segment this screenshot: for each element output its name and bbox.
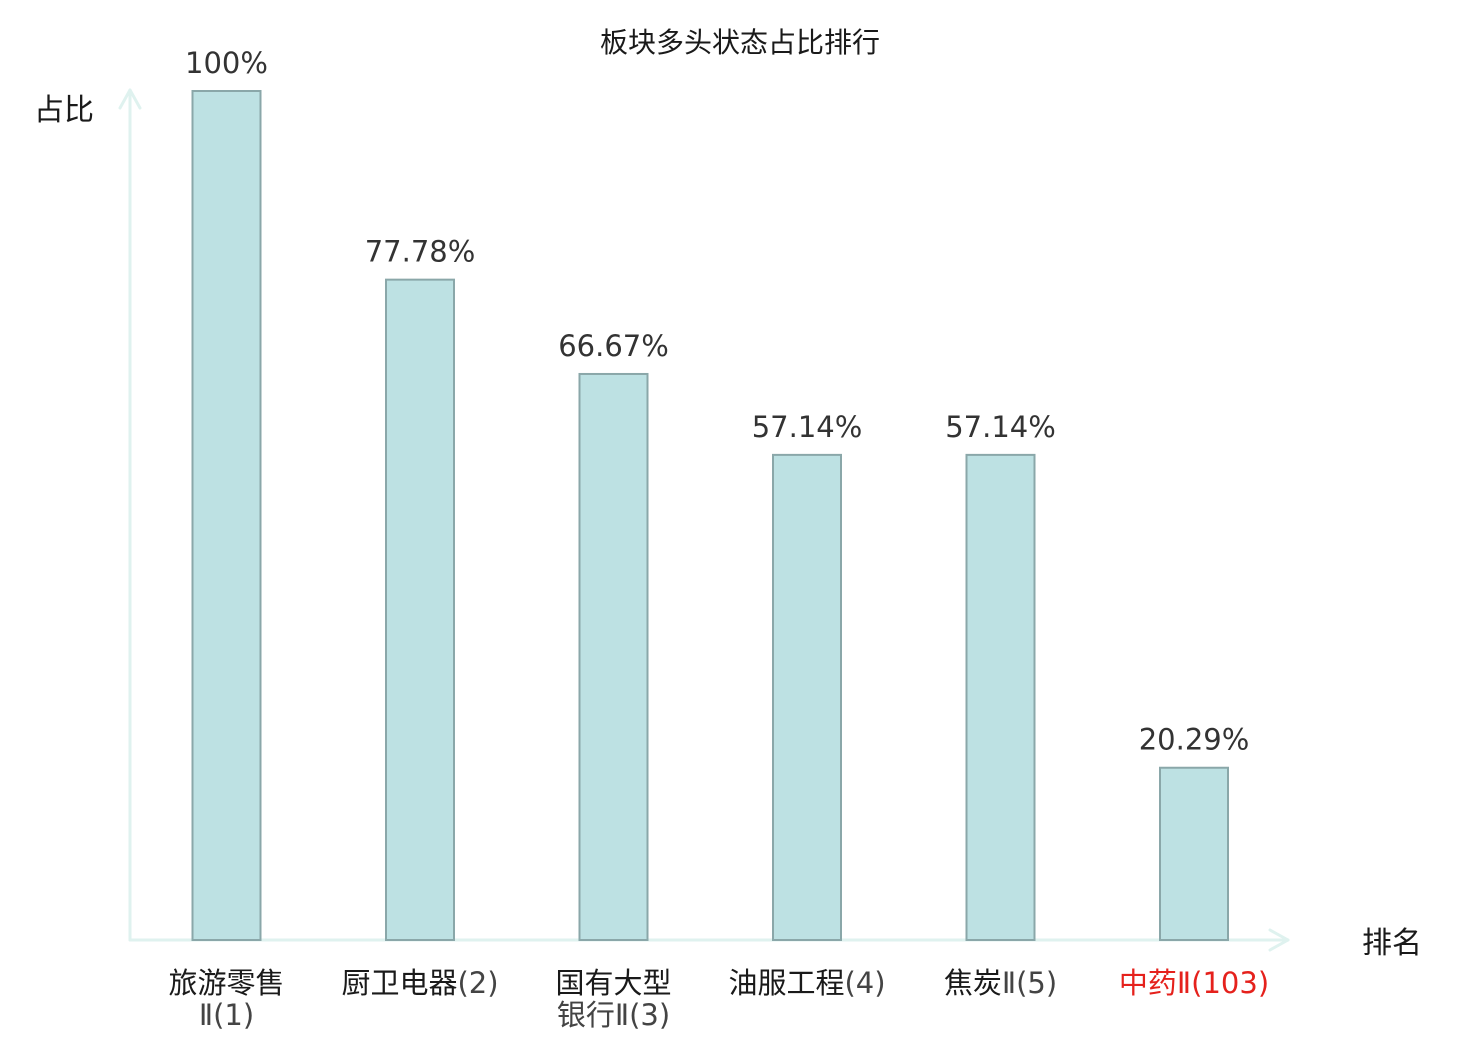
axes <box>118 88 1290 952</box>
value-label-5: 57.14% <box>945 410 1056 444</box>
x-tick-label-2: 厨卫电器(2) <box>341 966 498 1000</box>
x-tick-label-2-name: 厨卫电器 <box>341 966 457 1000</box>
bars <box>191 90 1229 942</box>
x-tick-label-1-name: 旅游零售 <box>168 966 284 1000</box>
value-label-4: 57.14% <box>752 410 863 444</box>
bar-4 <box>772 453 842 941</box>
value-label-1: 100% <box>185 46 268 80</box>
chart-title: 板块多头状态占比排行 <box>600 26 880 59</box>
x-tick-label-3-rank: 银行Ⅱ(3) <box>557 998 670 1032</box>
x-tick-label-6: 中药Ⅱ(103) <box>1119 966 1269 1000</box>
x-tick-label-5-rank: Ⅱ(5) <box>1002 966 1057 1000</box>
x-tick-label-6-rank: Ⅱ(103) <box>1177 966 1269 1000</box>
x-axis-arrow-icon <box>1268 928 1290 952</box>
value-label-2: 77.78% <box>365 235 476 269</box>
x-tick-label-2-rank: (2) <box>457 966 498 1000</box>
x-tick-label-5: 焦炭Ⅱ(5) <box>944 966 1057 1000</box>
x-tick-label-5-name: 焦炭 <box>944 966 1002 1000</box>
x-tick-label-3-name: 国有大型 <box>555 966 671 1000</box>
y-axis-arrow-icon <box>118 88 142 110</box>
bar-1 <box>191 90 262 941</box>
x-tick-label-6-name: 中药 <box>1119 966 1177 1000</box>
x-tick-label-4-name: 油服工程 <box>728 966 844 1000</box>
bar-3 <box>578 372 649 942</box>
bar-5 <box>965 453 1036 941</box>
value-label-6: 20.29% <box>1139 723 1250 757</box>
value-label-3: 66.67% <box>558 329 669 363</box>
x-axis-label: 排名 <box>1362 926 1422 961</box>
y-axis-label: 占比 <box>34 93 94 128</box>
x-tick-label-1-rank: Ⅱ(1) <box>199 998 254 1032</box>
x-tick-label-4-rank: (4) <box>844 966 885 1000</box>
bar-2 <box>385 278 455 941</box>
value-labels: 100% 77.78% 66.67% 57.14% 57.14% 20.29% <box>185 46 1249 757</box>
x-tick-label-4: 油服工程(4) <box>728 966 885 1000</box>
bar-6 <box>1159 766 1229 942</box>
